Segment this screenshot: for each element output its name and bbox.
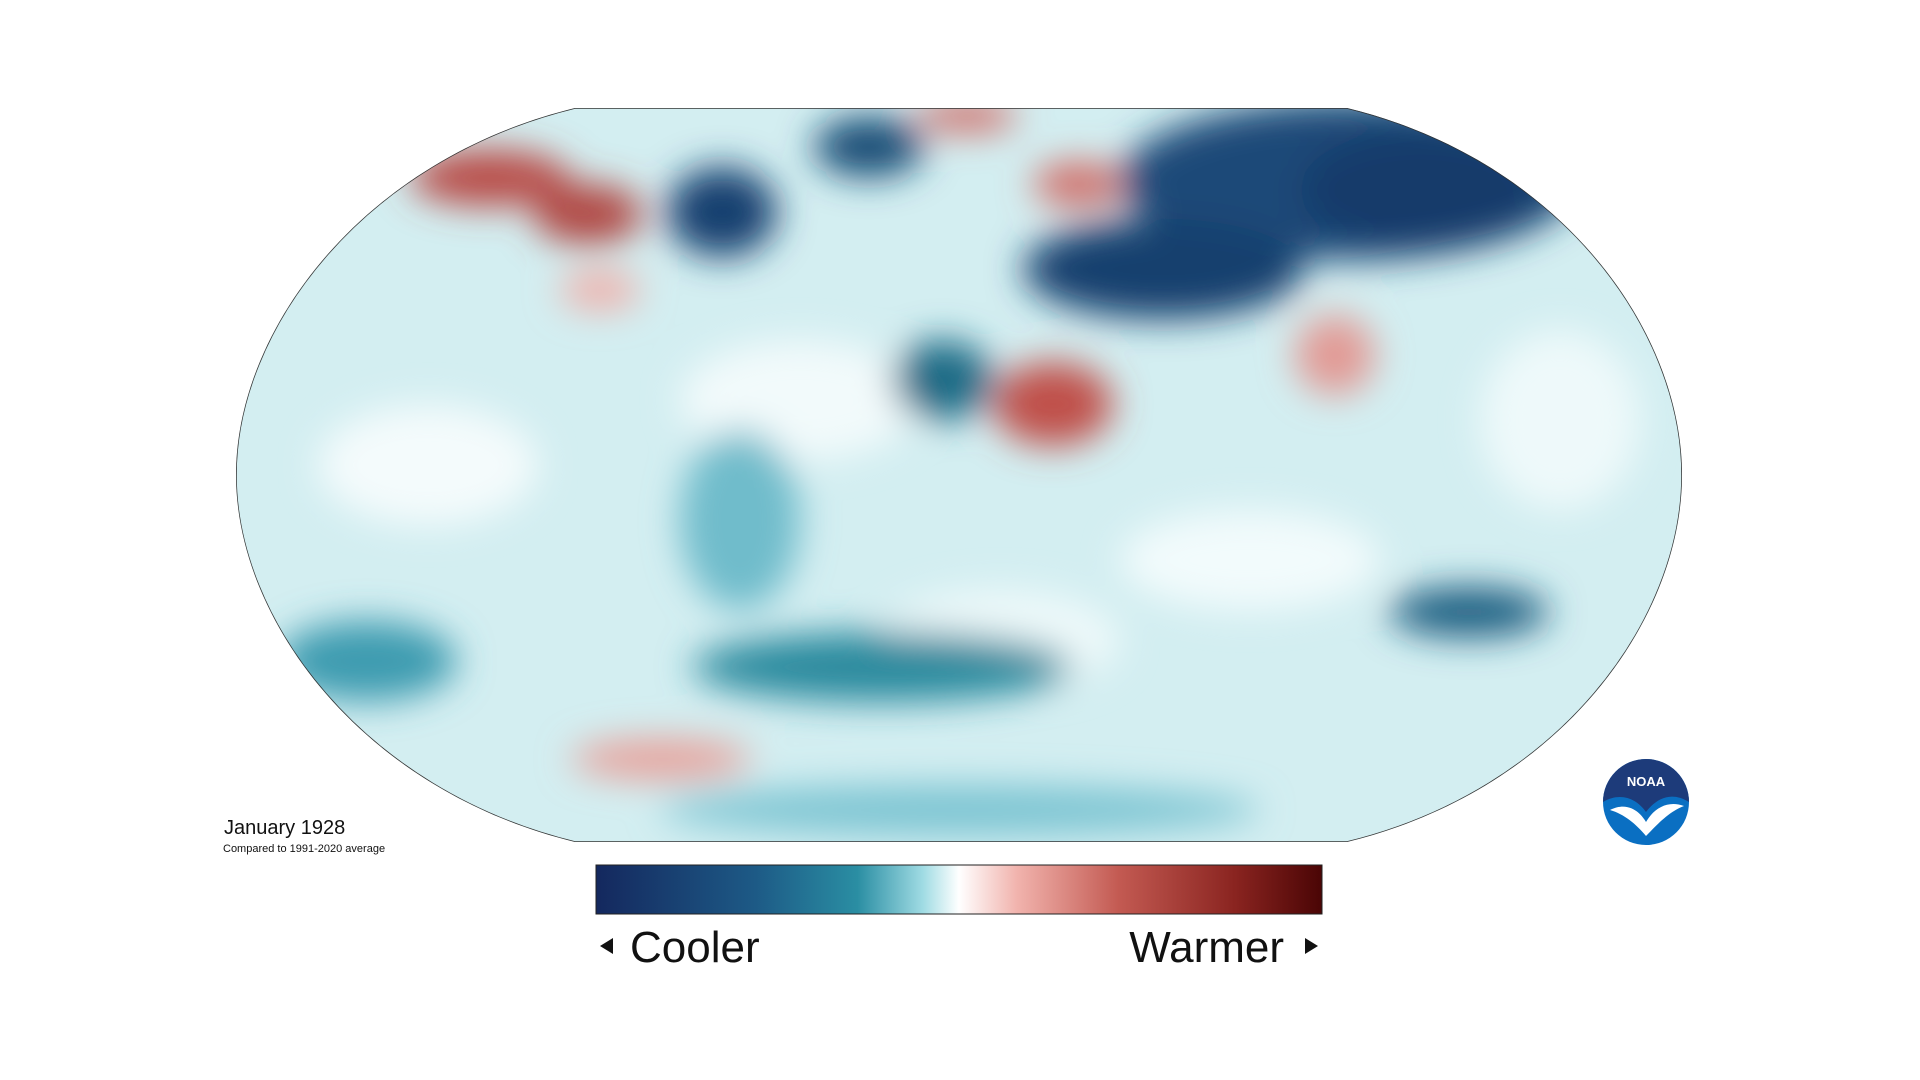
warmer-arrow [1305, 938, 1318, 954]
color-scale [595, 864, 1323, 915]
legend-high-label: Warmer [1129, 923, 1284, 972]
map-subtitle: Compared to 1991-2020 average [223, 843, 385, 855]
logo-text: NOAA [1627, 774, 1666, 789]
anomaly-map [236, 108, 1682, 842]
legend-low-label: Cooler [630, 923, 760, 972]
map-title: January 1928 [224, 817, 345, 839]
cooler-arrow [600, 938, 613, 954]
noaa-logo: NOAA [1603, 759, 1689, 845]
